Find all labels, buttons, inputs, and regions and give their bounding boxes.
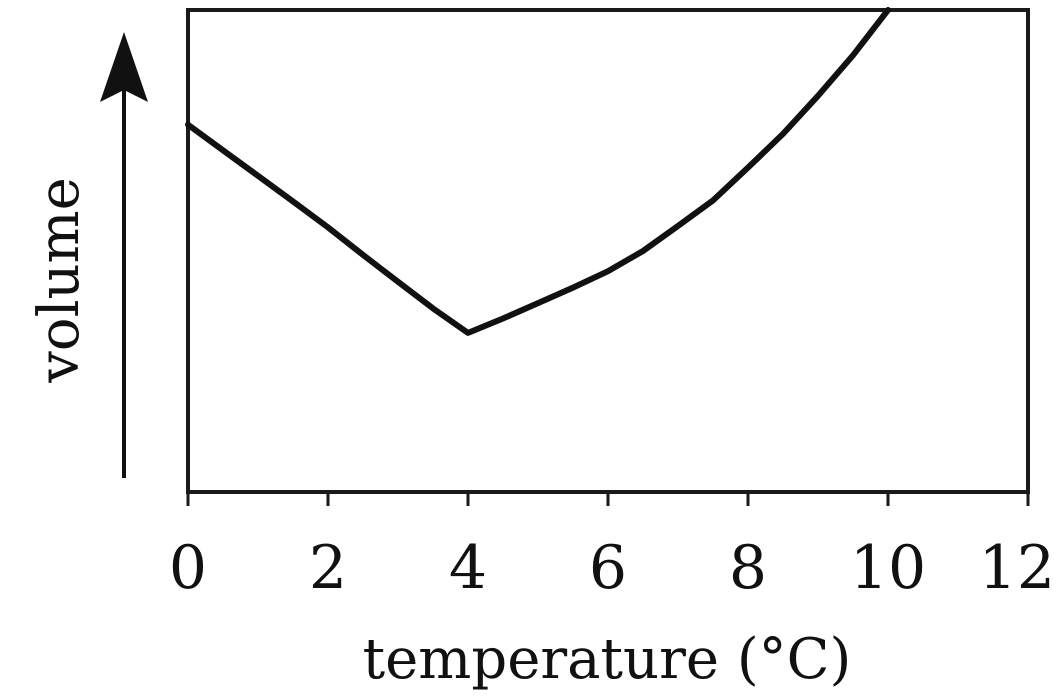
x-tick-label: 4 [449, 533, 487, 603]
y-axis-arrow [100, 32, 148, 478]
y-axis-title: volume [27, 177, 92, 384]
series-line [185, 7, 891, 336]
x-tick-label: 6 [589, 533, 627, 603]
x-tick-label: 10 [850, 533, 926, 603]
x-axis-title: temperature (°C) [363, 627, 852, 692]
x-axis-tick-labels: 0 2 4 6 8 10 12 [169, 533, 1055, 603]
x-tick-label: 12 [979, 533, 1055, 603]
x-tick-label: 8 [729, 533, 767, 603]
x-axis-ticks [186, 492, 1030, 506]
x-tick-label: 0 [169, 533, 207, 603]
y-axis-arrow-head [100, 32, 148, 102]
plot-frame [186, 8, 1030, 494]
x-tick-label: 2 [309, 533, 347, 603]
